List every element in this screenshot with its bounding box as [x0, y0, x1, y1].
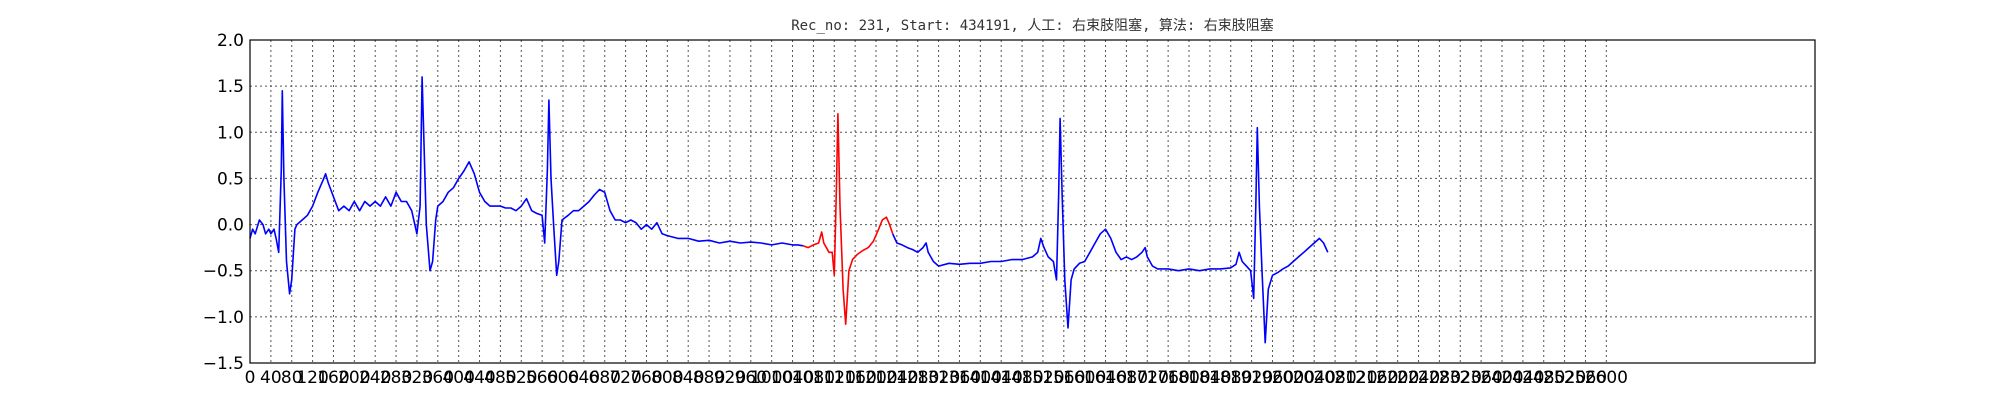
- x-tick-label: 80: [281, 368, 303, 388]
- x-tick-label: 600: [547, 368, 579, 388]
- x-tick-label: 1800: [1167, 368, 1210, 388]
- y-tick-label: 2.0: [217, 31, 244, 51]
- x-tick-label: 1400: [959, 368, 1002, 388]
- x-tick-label: 1560: [1042, 368, 1085, 388]
- ecg-segment-3: [891, 117, 1329, 344]
- x-tick-label: 2360: [1460, 368, 1503, 388]
- y-tick-label: −0.5: [203, 262, 244, 282]
- x-tick-label: 0: [245, 368, 256, 388]
- x-tick-label: 880: [693, 368, 725, 388]
- x-tick-label: 960: [735, 368, 767, 388]
- ecg-segment-2: [802, 113, 894, 326]
- x-tick-label: 1040: [771, 368, 814, 388]
- x-tick-label: 200: [338, 368, 370, 388]
- x-tick-label: 1000: [750, 368, 793, 388]
- x-tick-label: 2520: [1543, 368, 1586, 388]
- x-tick-label: 240: [359, 368, 391, 388]
- x-tick-label: 2160: [1355, 368, 1398, 388]
- x-tick-label: 280: [380, 368, 412, 388]
- x-tick-label: 1840: [1188, 368, 1231, 388]
- x-tick-label: 2280: [1418, 368, 1461, 388]
- x-tick-label: 1120: [813, 368, 856, 388]
- x-tick-label: 1360: [938, 368, 981, 388]
- x-tick-label: 800: [651, 368, 683, 388]
- x-tick-label: 120: [296, 368, 328, 388]
- ecg-series: [249, 76, 1329, 344]
- x-tick-label: 680: [589, 368, 621, 388]
- x-tick-label: 2120: [1334, 368, 1377, 388]
- x-tick-label: 480: [484, 368, 516, 388]
- x-tick-label: 1280: [896, 368, 939, 388]
- plot-frame: [249, 39, 1816, 364]
- x-tick-label: 1720: [1126, 368, 1169, 388]
- y-tick-label: 1.0: [217, 123, 244, 143]
- x-tick-label: 2440: [1501, 368, 1544, 388]
- x-tick-label: 2000: [1272, 368, 1315, 388]
- y-tick-label: −1.0: [203, 308, 244, 328]
- x-tick-label: 320: [401, 368, 433, 388]
- x-tick-label: 2240: [1397, 368, 1440, 388]
- y-tick-label: −1.5: [203, 354, 244, 374]
- x-tick-label: 440: [463, 368, 495, 388]
- x-tick-label: 2560: [1564, 368, 1607, 388]
- x-tick-label: 1480: [1000, 368, 1043, 388]
- chart-title: Rec_no: 231, Start: 434191, 人工: 右束肢阻塞, 算…: [791, 17, 1274, 34]
- x-tick-label: 2320: [1439, 368, 1482, 388]
- x-tick-label: 1880: [1209, 368, 1252, 388]
- x-tick-label: 520: [505, 368, 537, 388]
- x-tick-label: 1160: [834, 368, 877, 388]
- x-tick-label: 1520: [1021, 368, 1064, 388]
- x-tick-label: 1640: [1084, 368, 1127, 388]
- x-tick-label: 920: [714, 368, 746, 388]
- x-tick-label: 640: [568, 368, 600, 388]
- y-tick-label: 1.5: [217, 77, 244, 97]
- x-tick-label: 1960: [1251, 368, 1294, 388]
- x-tick-label: 760: [630, 368, 662, 388]
- x-tick-label: 1760: [1147, 368, 1190, 388]
- x-tick-label: 2080: [1313, 368, 1356, 388]
- x-tick-label: 1440: [980, 368, 1023, 388]
- grid-lines: [249, 39, 1815, 364]
- x-tick-label: 1600: [1063, 368, 1106, 388]
- y-tick-label: 0.0: [217, 216, 244, 236]
- x-tick-label: 560: [526, 368, 558, 388]
- x-tick-label: 2480: [1522, 368, 1565, 388]
- x-tick-label: 160: [317, 368, 349, 388]
- x-tick-label: 2600: [1585, 368, 1628, 388]
- x-tick-label: 2200: [1376, 368, 1419, 388]
- y-tick-label: 0.5: [217, 169, 244, 189]
- y-axis-ticks: 2.0 1.5 1.0 0.5 0.0 −0.5 −1.0 −1.5: [203, 31, 244, 374]
- x-tick-label: 1320: [917, 368, 960, 388]
- x-tick-label: 720: [609, 368, 641, 388]
- x-tick-label: 1920: [1230, 368, 1273, 388]
- x-tick-label: 1240: [875, 368, 918, 388]
- x-tick-label: 1080: [792, 368, 835, 388]
- x-tick-label: 2040: [1293, 368, 1336, 388]
- x-tick-label: 2400: [1480, 368, 1523, 388]
- x-tick-label: 1200: [854, 368, 897, 388]
- x-tick-label: 40: [260, 368, 282, 388]
- ecg-segment-1: [249, 76, 804, 295]
- x-tick-label: 840: [672, 368, 704, 388]
- x-tick-label: 360: [422, 368, 454, 388]
- x-axis-ticks: 0 40 8012016020024028032036040044048052056…: [245, 368, 1628, 388]
- x-tick-label: 400: [442, 368, 474, 388]
- x-tick-label: 1680: [1105, 368, 1148, 388]
